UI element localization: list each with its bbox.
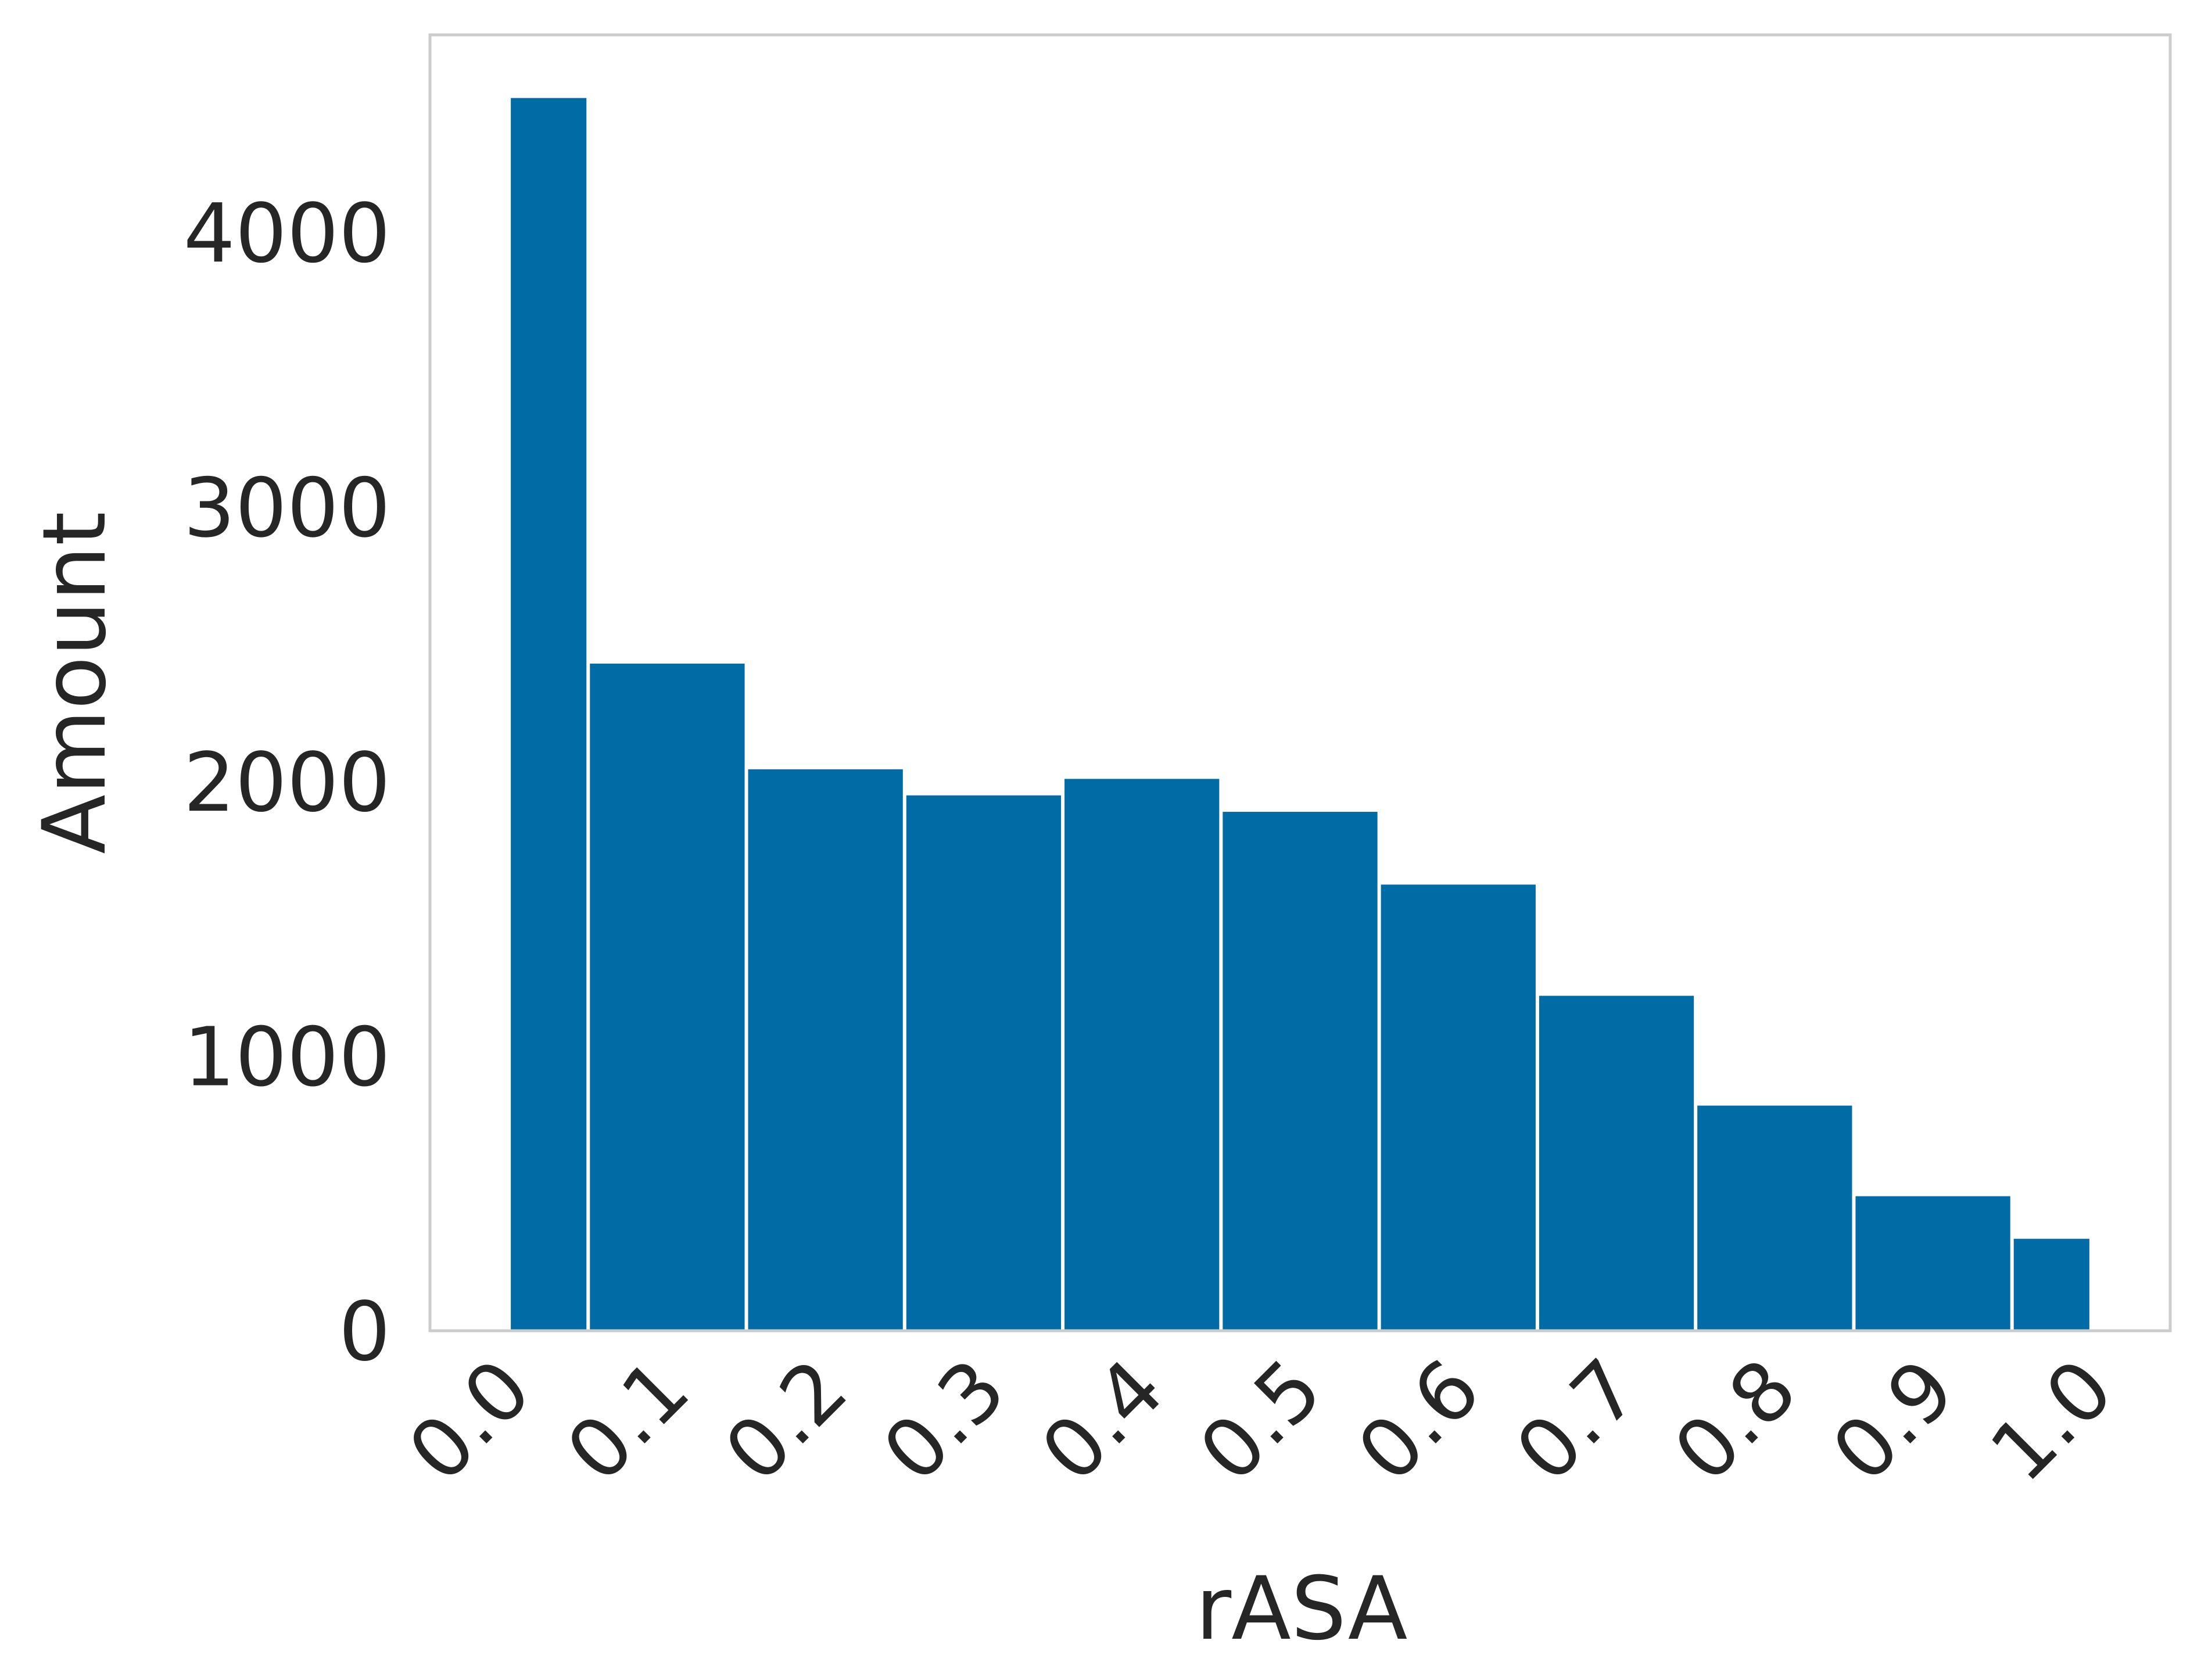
x-tick-label-5: 0.5 <box>1182 1342 1340 1500</box>
x-tick-label-0: 0.0 <box>390 1342 549 1500</box>
y-axis-label: Amount <box>24 511 126 854</box>
x-tick-label-4: 0.4 <box>1024 1342 1182 1500</box>
y-tick-label-3: 3000 <box>184 461 390 556</box>
bar-3 <box>906 795 1062 1331</box>
x-tick-label-6: 0.6 <box>1340 1342 1499 1500</box>
y-tick-label-4: 4000 <box>184 187 390 281</box>
y-tick-labels: 0 1000 2000 3000 4000 <box>184 187 390 1380</box>
x-tick-label-3: 0.3 <box>865 1342 1024 1500</box>
bars-group <box>511 98 2089 1331</box>
bar-4 <box>1064 779 1220 1331</box>
bar-0 <box>511 98 587 1331</box>
x-tick-label-2: 0.2 <box>707 1342 866 1500</box>
y-tick-label-2: 2000 <box>184 736 390 830</box>
bar-2 <box>748 769 903 1331</box>
y-tick-label-0: 0 <box>339 1285 390 1380</box>
bar-7 <box>1539 995 1694 1331</box>
x-tick-label-9: 0.9 <box>1815 1342 1973 1500</box>
x-axis-label: rASA <box>1196 1559 1408 1660</box>
bar-6 <box>1381 884 1536 1331</box>
bar-1 <box>590 663 745 1331</box>
x-tick-label-8: 0.8 <box>1657 1342 1815 1500</box>
x-tick-label-1: 0.1 <box>549 1342 708 1500</box>
bar-9 <box>1855 1196 2010 1331</box>
plot-frame <box>428 33 2172 1332</box>
x-tick-label-10: 1.0 <box>1973 1342 2131 1500</box>
x-tick-labels: 0.0 0.1 0.2 0.3 0.4 0.5 0.6 0.7 0.8 0.9 1.0 <box>390 1342 2131 1500</box>
bar-5 <box>1223 812 1378 1331</box>
y-tick-label-1: 1000 <box>184 1011 390 1105</box>
x-tick-label-7: 0.7 <box>1498 1342 1657 1500</box>
bar-10 <box>2013 1238 2089 1331</box>
bar-8 <box>1697 1105 1852 1331</box>
